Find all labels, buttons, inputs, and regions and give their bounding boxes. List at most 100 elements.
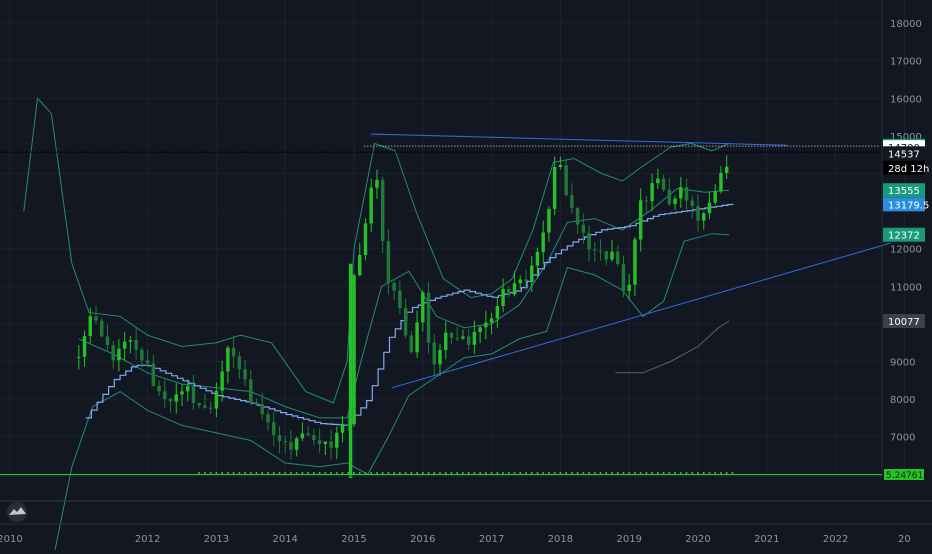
candle[interactable] xyxy=(294,436,299,457)
candle[interactable] xyxy=(208,401,213,414)
candle[interactable] xyxy=(203,393,207,409)
candle[interactable] xyxy=(564,159,568,197)
candle[interactable] xyxy=(386,229,391,295)
time-axis[interactable]: 2010 2012 2013 2014 2015 2016 2017 2018 2019 2020… xyxy=(0,534,911,545)
candle[interactable] xyxy=(283,435,287,454)
candle[interactable] xyxy=(667,177,672,207)
candle[interactable] xyxy=(650,173,654,211)
candle[interactable] xyxy=(277,425,282,454)
candle[interactable] xyxy=(272,412,276,446)
candle[interactable] xyxy=(191,374,196,410)
candle[interactable] xyxy=(340,416,345,443)
candle[interactable] xyxy=(249,369,253,406)
candle[interactable] xyxy=(547,206,551,242)
candle[interactable] xyxy=(220,360,224,402)
candle[interactable] xyxy=(352,273,356,428)
trendline[interactable] xyxy=(391,242,891,389)
candle[interactable] xyxy=(696,194,700,232)
candle[interactable] xyxy=(312,428,316,446)
candle[interactable] xyxy=(552,156,557,216)
candle[interactable] xyxy=(100,318,104,338)
candle[interactable] xyxy=(719,166,723,194)
candle[interactable] xyxy=(604,250,608,266)
candle[interactable] xyxy=(438,343,442,376)
candle[interactable] xyxy=(375,169,379,199)
candle[interactable] xyxy=(593,242,597,263)
candle[interactable] xyxy=(174,383,178,414)
candle[interactable] xyxy=(145,349,150,367)
candle[interactable] xyxy=(461,329,465,341)
candle[interactable] xyxy=(673,195,677,210)
candle[interactable] xyxy=(88,307,92,344)
candle[interactable] xyxy=(638,188,643,252)
candle[interactable] xyxy=(524,269,528,290)
candle[interactable] xyxy=(724,155,729,180)
candle[interactable] xyxy=(300,422,305,442)
candle[interactable] xyxy=(581,213,586,245)
candle[interactable] xyxy=(346,412,350,431)
candle[interactable] xyxy=(455,326,459,341)
candle[interactable] xyxy=(421,290,425,332)
candle[interactable] xyxy=(180,383,184,406)
candle[interactable] xyxy=(518,275,522,289)
candle[interactable] xyxy=(627,273,631,301)
candle[interactable] xyxy=(77,345,81,370)
candle[interactable] xyxy=(415,310,419,358)
candle[interactable] xyxy=(707,191,712,220)
horizontal-line[interactable] xyxy=(0,145,882,153)
candle[interactable] xyxy=(151,354,156,387)
candle[interactable] xyxy=(610,239,614,262)
candle[interactable] xyxy=(140,347,144,368)
candle[interactable] xyxy=(380,176,385,254)
candle[interactable] xyxy=(512,271,517,297)
candle[interactable] xyxy=(484,310,488,340)
candle[interactable] xyxy=(237,351,242,380)
candle[interactable] xyxy=(575,207,580,234)
candle[interactable] xyxy=(679,176,683,208)
candle[interactable] xyxy=(478,326,482,344)
candle[interactable] xyxy=(432,334,436,377)
candle[interactable] xyxy=(409,330,414,354)
candle[interactable] xyxy=(449,332,454,345)
candle[interactable] xyxy=(317,428,322,453)
candle[interactable] xyxy=(690,195,694,218)
candle[interactable] xyxy=(633,237,637,296)
tradingview-logo[interactable] xyxy=(7,502,27,522)
candle[interactable] xyxy=(289,430,293,460)
candle[interactable] xyxy=(168,397,173,413)
trendlines[interactable] xyxy=(371,133,891,389)
candle[interactable] xyxy=(254,398,259,406)
candle[interactable] xyxy=(329,429,333,460)
candle[interactable] xyxy=(403,298,408,339)
candle[interactable] xyxy=(358,243,362,277)
candle[interactable] xyxy=(348,263,353,479)
candle[interactable] xyxy=(530,256,534,292)
candle[interactable] xyxy=(661,174,666,192)
candle[interactable] xyxy=(644,195,649,213)
candle[interactable] xyxy=(117,339,121,372)
candle[interactable] xyxy=(541,220,545,264)
candle[interactable] xyxy=(186,379,190,402)
candle[interactable] xyxy=(335,426,339,460)
candle[interactable] xyxy=(231,335,236,368)
candle[interactable] xyxy=(392,279,396,301)
candle[interactable] xyxy=(369,178,373,233)
candle[interactable] xyxy=(713,183,717,205)
candle[interactable] xyxy=(105,324,110,351)
candle[interactable] xyxy=(501,278,505,313)
candle[interactable] xyxy=(535,247,540,278)
candle[interactable] xyxy=(243,360,247,387)
candle[interactable] xyxy=(489,312,494,335)
candle[interactable] xyxy=(466,328,471,351)
candle[interactable] xyxy=(214,382,219,418)
candle[interactable] xyxy=(426,281,431,354)
candle[interactable] xyxy=(94,305,98,324)
candle[interactable] xyxy=(684,178,689,212)
candle[interactable] xyxy=(621,255,626,297)
candle[interactable] xyxy=(266,410,270,432)
candle[interactable] xyxy=(598,239,603,261)
candle[interactable] xyxy=(82,330,87,367)
price-axis[interactable]: 7000 8000 9000 11000 12000 15000 16000 17000 180… xyxy=(881,0,922,476)
candle[interactable] xyxy=(656,168,660,190)
candle[interactable] xyxy=(306,425,310,437)
